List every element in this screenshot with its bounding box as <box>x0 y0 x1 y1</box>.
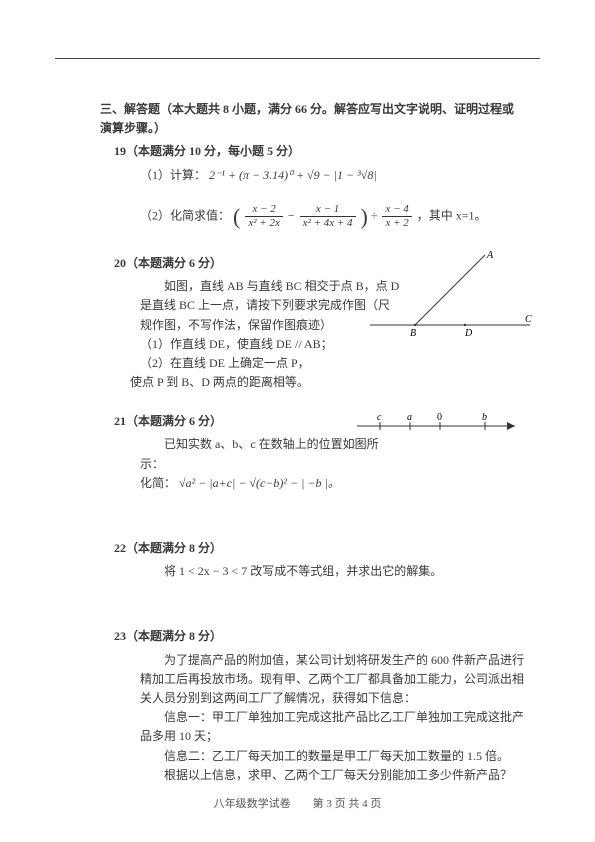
q19-p1-label: （1）计算： <box>140 168 206 182</box>
q21-expr: √a² − |a+c| − √(c−b)² − | −b |。 <box>179 476 340 490</box>
q19-p2-tail: ，其中 x=1。 <box>417 208 487 222</box>
q19-part1: （1）计算： 2⁻¹ + (π − 3.14)⁰ + √9 − |1 − ³√8… <box>140 166 525 185</box>
svg-text:D: D <box>464 328 473 339</box>
question-20: 20（本题满分 6 分） 如图，直线 AB 与直线 BC 相交于点 B，点 D … <box>114 254 525 392</box>
question-21: 21（本题满分 6 分） 已知实数 a、b、c 在数轴上的位置如图所示： 化简：… <box>114 412 525 493</box>
question-19: 19（本题满分 10 分，每小题 5 分） （1）计算： 2⁻¹ + (π − … <box>114 142 525 234</box>
q23-p4: 根据以上信息，求甲、乙两个工厂每天分别能加工多少件新产品？ <box>140 766 525 785</box>
svg-text:b: b <box>482 412 487 423</box>
q21-line1: 已知实数 a、b、c 在数轴上的位置如图所示： <box>140 435 390 473</box>
q21-numberline: c a 0 b <box>355 412 525 436</box>
q20-p3: 使点 P 到 B、D 两点的距离相等。 <box>130 373 400 392</box>
svg-text:c: c <box>377 412 382 423</box>
section-title: 三、解答题（本大题共 8 小题，满分 66 分。解答应写出文字说明、证明过程或演… <box>100 100 525 138</box>
q20-p1: （1）作直线 DE，使直线 DE // AB； <box>140 335 400 354</box>
question-22: 22（本题满分 8 分） 将 1 < 2x − 3 < 7 改写成不等式组，并求… <box>114 539 525 581</box>
q23-p3: 信息二：乙工厂每天加工的数量是甲工厂每天加工数量的 1.5 倍。 <box>140 747 525 766</box>
q23-head: 23（本题满分 8 分） <box>114 627 525 646</box>
svg-text:0: 0 <box>437 412 442 423</box>
q22-body: 将 1 < 2x − 3 < 7 改写成不等式组，并求出它的解集。 <box>140 562 525 581</box>
q19-part2: （2）化简求值： ( x − 2x² + 2x − x − 1x² + 4x +… <box>140 199 525 234</box>
q23-p2: 信息一：甲工厂单独加工完成这批产品比乙工厂单独加工完成这批产品多用 10 天； <box>140 708 525 746</box>
q19-head: 19（本题满分 10 分，每小题 5 分） <box>114 142 525 161</box>
q23-p1: 为了提高产品的附加值，某公司计划将研发生产的 600 件新产品进行精加工后再投放… <box>140 651 525 709</box>
svg-text:B: B <box>410 328 416 339</box>
q21-prefix: 化简： <box>140 476 176 490</box>
svg-text:A: A <box>486 250 494 261</box>
svg-text:C: C <box>525 314 532 325</box>
q19-p2-label: （2）化简求值： <box>140 208 230 222</box>
q19-p1-expr: 2⁻¹ + (π − 3.14)⁰ + √9 − |1 − ³√8| <box>209 168 377 182</box>
q20-intro: 如图，直线 AB 与直线 BC 相交于点 B，点 D 是直线 BC 上一点，请按… <box>140 277 400 335</box>
svg-text:a: a <box>407 412 412 423</box>
question-23: 23（本题满分 8 分） 为了提高产品的附加值，某公司计划将研发生产的 600 … <box>114 627 525 785</box>
q20-figure: A B D C <box>365 250 535 340</box>
page-footer: 八年级数学试卷 第 3 页 共 4 页 <box>0 796 595 814</box>
q20-p2: （2）在直线 DE 上确定一点 P， <box>140 354 400 373</box>
q22-head: 22（本题满分 8 分） <box>114 539 525 558</box>
